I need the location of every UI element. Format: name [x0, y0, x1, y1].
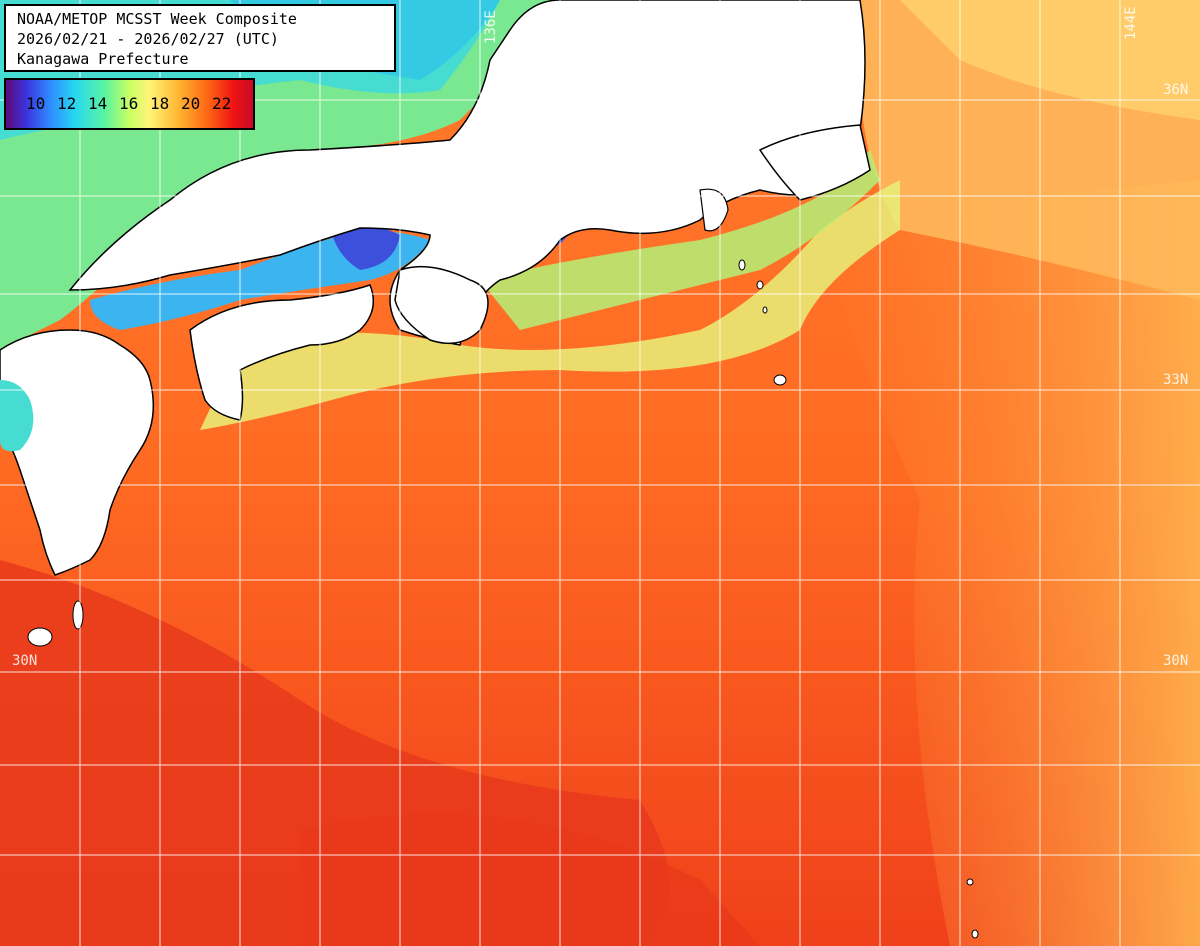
lat-label-36n: 36N — [1163, 82, 1189, 98]
yakushima — [72, 600, 84, 630]
legend-tick: 18 — [150, 94, 170, 113]
sea-green-kii — [480, 150, 880, 330]
izu-island-1 — [756, 280, 764, 290]
hachijo-island — [773, 374, 787, 386]
legend-tick: 16 — [119, 94, 139, 113]
lat-label-33n: 33N — [1163, 372, 1189, 388]
title-box: NOAA/METOP MCSST Week Composite 2026/02/… — [4, 4, 396, 72]
legend-tick: 12 — [57, 94, 77, 113]
legend-tick: 14 — [88, 94, 108, 113]
sea-mild-east — [820, 180, 1200, 946]
kyushu-sw-water — [0, 380, 34, 452]
title-line-2: 2026/02/21 - 2026/02/27 (UTC) — [17, 30, 279, 48]
small-island-s — [971, 929, 979, 939]
lon-label-136e: 136E — [483, 10, 499, 44]
legend-tick: 22 — [212, 94, 232, 113]
izu-peninsula — [699, 188, 729, 232]
color-legend: 10 12 14 16 18 20 22 — [4, 78, 255, 130]
lat-label-30n-right: 30N — [1163, 653, 1189, 669]
izu-island-2 — [762, 306, 768, 314]
tanegashima — [27, 627, 53, 647]
sea-hot-south — [300, 813, 760, 946]
title-line-1: NOAA/METOP MCSST Week Composite — [17, 10, 297, 28]
title-line-3: Kanagawa Prefecture — [17, 50, 189, 68]
sea-yellow-northeast — [900, 0, 1200, 120]
shikoku-land — [189, 284, 375, 421]
lat-label-30n-left: 30N — [12, 653, 38, 669]
sea-cool-coastal — [200, 180, 900, 430]
small-island-se — [966, 878, 974, 886]
kyushu-land — [0, 329, 155, 576]
izu-island-3 — [738, 259, 746, 271]
honshu-land — [68, 0, 866, 346]
legend-tick: 20 — [181, 94, 201, 113]
osaka-bay — [330, 223, 400, 270]
lon-label-144e: 144E — [1123, 6, 1139, 40]
legend-ticks: 10 12 14 16 18 20 22 — [26, 94, 243, 113]
legend-tick: 10 — [26, 94, 46, 113]
